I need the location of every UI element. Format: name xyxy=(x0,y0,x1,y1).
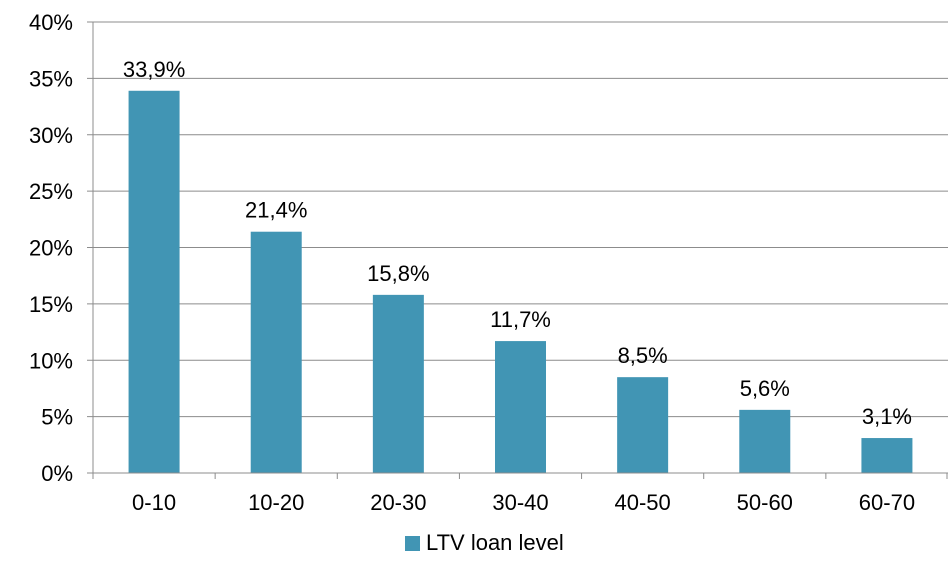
bar xyxy=(739,409,791,473)
data-label: 8,5% xyxy=(618,343,668,368)
y-axis-ticks: 0% 5% 10% 15% 20% 25% 30% 35% 40% xyxy=(29,10,93,486)
x-tick-label: 60-70 xyxy=(859,490,915,515)
bar xyxy=(495,341,546,473)
y-tick-label: 35% xyxy=(29,66,73,91)
legend-label: LTV loan level xyxy=(426,530,564,555)
y-tick-label: 40% xyxy=(29,10,73,35)
data-label: 5,6% xyxy=(740,376,790,401)
data-labels: 33,9% 21,4% 15,8% 11,7% 8,5% 5,6% 3,1% xyxy=(123,57,912,429)
bars xyxy=(128,90,913,473)
legend: LTV loan level xyxy=(405,528,564,558)
y-tick-label: 0% xyxy=(41,461,73,486)
x-tick-label: 40-50 xyxy=(615,490,671,515)
bar xyxy=(250,231,302,473)
data-label: 11,7% xyxy=(490,307,551,332)
legend-swatch xyxy=(405,535,420,551)
bar xyxy=(617,377,669,473)
y-tick-label: 5% xyxy=(41,405,73,430)
data-label: 33,9% xyxy=(123,57,185,82)
x-axis: 0-10 10-20 20-30 30-40 40-50 50-60 60-70 xyxy=(92,22,948,515)
bar xyxy=(861,438,913,473)
data-label: 21,4% xyxy=(245,198,307,223)
y-tick-label: 20% xyxy=(29,236,73,261)
x-tick-label: 10-20 xyxy=(248,490,304,515)
y-tick-label: 30% xyxy=(29,123,73,148)
x-tick-label: 50-60 xyxy=(737,490,793,515)
x-tick-label: 20-30 xyxy=(370,490,426,515)
y-tick-label: 15% xyxy=(29,292,73,317)
data-label: 3,1% xyxy=(862,404,912,429)
gridlines xyxy=(93,21,948,418)
data-label: 15,8% xyxy=(367,261,429,286)
bar xyxy=(128,90,180,473)
y-tick-label: 25% xyxy=(29,179,73,204)
x-tick-label: 30-40 xyxy=(492,490,548,515)
bar xyxy=(372,294,424,473)
y-tick-label: 10% xyxy=(29,348,73,373)
x-tick-label: 0-10 xyxy=(132,490,176,515)
